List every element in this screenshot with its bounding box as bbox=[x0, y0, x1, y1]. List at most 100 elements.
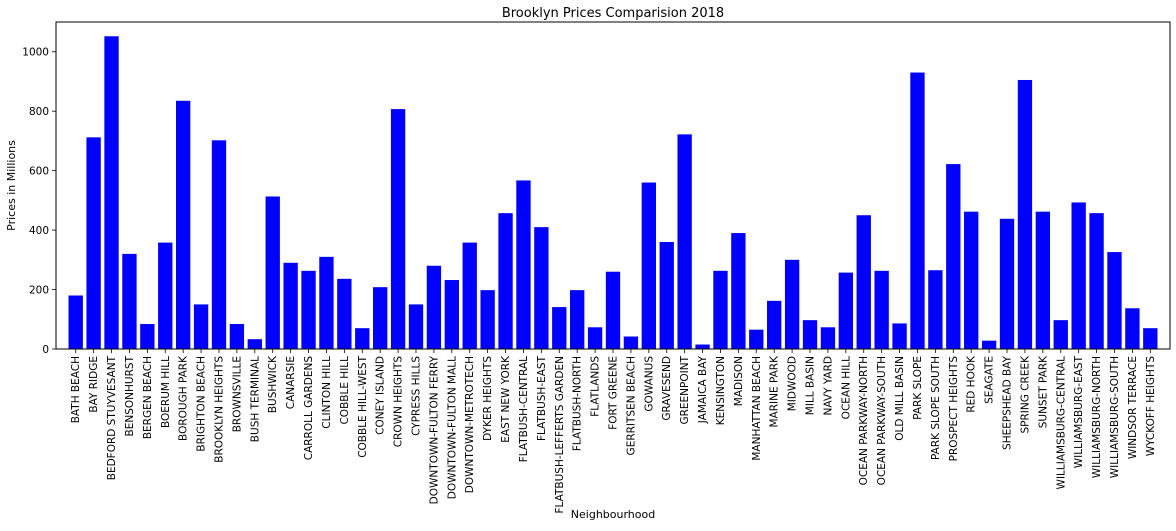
x-tick-label: SPRING CREEK bbox=[1019, 355, 1031, 434]
x-tick-label: FORT GREENE bbox=[608, 356, 620, 430]
x-tick-label: CARROLL GARDENS bbox=[303, 356, 315, 461]
bar bbox=[1017, 79, 1033, 349]
bar bbox=[964, 211, 979, 349]
bar bbox=[677, 134, 692, 349]
x-tick-label: CYPRESS HILLS bbox=[410, 356, 422, 436]
x-tick-label: PARK SLOPE bbox=[912, 356, 924, 420]
x-tick-label: DYKER HEIGHTS bbox=[482, 356, 494, 441]
bar bbox=[1125, 308, 1140, 349]
x-tick-label: CONEY ISLAND bbox=[375, 356, 387, 435]
x-tick-label: BERGEN BEACH bbox=[142, 356, 154, 439]
x-tick-label: COBBLE HILL bbox=[339, 356, 351, 425]
x-axis-label: Neighbourhood bbox=[571, 508, 655, 521]
bar bbox=[265, 196, 280, 349]
x-tick-label: SUNSET PARK bbox=[1037, 355, 1049, 428]
x-tick-label: KENSINGTON bbox=[715, 356, 727, 425]
bar bbox=[731, 233, 746, 349]
x-tick-label: CROWN HEIGHTS bbox=[393, 356, 405, 448]
bar bbox=[408, 304, 424, 349]
x-tick-label: BROWNSVILLE bbox=[231, 356, 243, 432]
bar bbox=[695, 344, 710, 349]
x-tick-label: FLATBUSH-CENTRAL bbox=[518, 356, 530, 462]
bar bbox=[838, 272, 853, 349]
x-tick-label: SEAGATE bbox=[984, 356, 996, 404]
x-tick-label: FLATBUSH-NORTH bbox=[572, 356, 584, 451]
bar bbox=[856, 215, 871, 349]
x-tick-label: PROSPECT HEIGHTS bbox=[948, 356, 960, 462]
bar bbox=[820, 327, 836, 349]
x-tick-label: BENSONHURST bbox=[124, 355, 136, 436]
bar bbox=[373, 287, 388, 349]
x-tick-label: SHEEPSHEAD BAY bbox=[1002, 355, 1014, 450]
x-tick-label: BOERUM HILL bbox=[160, 356, 172, 428]
bar bbox=[337, 278, 352, 349]
bar bbox=[193, 304, 209, 349]
bar bbox=[516, 180, 531, 349]
x-tick-label: WILLIAMSBURG-CENTRAL bbox=[1055, 356, 1067, 490]
x-tick-label: OLD MILL BASIN bbox=[894, 356, 906, 441]
chart-title: Brooklyn Prices Comparision 2018 bbox=[502, 6, 724, 21]
bar bbox=[999, 218, 1015, 349]
x-tick-label: PARK SLOPE SOUTH bbox=[930, 356, 942, 460]
x-axis-ticks: BATH BEACH BAY RIDGE BEDFORD STUYVESANT BEN… bbox=[70, 349, 1157, 514]
x-tick-label: BEDFORD STUYVESANT bbox=[106, 355, 118, 480]
x-tick-label: FLATBUSH-LEFFERTS GARDEN bbox=[554, 356, 566, 514]
bar bbox=[946, 164, 961, 349]
x-tick-label: MILL BASIN bbox=[805, 356, 817, 415]
x-tick-label: BRIGHTON BEACH bbox=[196, 356, 208, 452]
bar bbox=[462, 242, 477, 349]
y-tick-label: 800 bbox=[29, 106, 49, 118]
x-tick-label: RED HOOK bbox=[966, 355, 978, 413]
bar bbox=[176, 100, 191, 349]
bar bbox=[390, 109, 406, 349]
x-tick-label: EAST NEW YORK bbox=[500, 355, 512, 443]
y-tick-label: 600 bbox=[29, 166, 49, 178]
bar bbox=[444, 280, 459, 349]
bar bbox=[426, 265, 442, 349]
bar bbox=[1071, 202, 1086, 349]
bar bbox=[86, 137, 101, 349]
x-tick-label: BROOKLYN HEIGHTS bbox=[213, 356, 225, 463]
bar bbox=[247, 339, 262, 349]
bar bbox=[784, 259, 800, 349]
x-tick-label: BAY RIDGE bbox=[88, 356, 100, 413]
x-tick-label: OCEAN HILL bbox=[840, 356, 852, 419]
bar bbox=[355, 328, 370, 349]
x-tick-label: BUSHWICK bbox=[267, 355, 279, 413]
x-tick-label: NAVY YARD bbox=[822, 356, 834, 415]
x-tick-label: CLINTON HILL bbox=[321, 356, 333, 429]
bar bbox=[1035, 211, 1051, 349]
x-tick-label: GREENPOINT bbox=[679, 355, 691, 424]
x-tick-label: MIDWOOD bbox=[787, 356, 799, 411]
x-tick-label: WILLIAMSBURG-NORTH bbox=[1091, 356, 1103, 478]
y-tick-label: 0 bbox=[42, 344, 49, 356]
bar bbox=[981, 340, 997, 349]
x-tick-label: BATH BEACH bbox=[70, 356, 82, 423]
bar bbox=[552, 307, 567, 349]
x-tick-label: FLATLANDS bbox=[590, 356, 602, 417]
bar bbox=[319, 256, 334, 349]
x-tick-label: JAMAICA BAY bbox=[697, 355, 709, 424]
bar bbox=[749, 329, 764, 349]
bar bbox=[570, 290, 585, 349]
x-tick-label: OCEAN PARKWAY-SOUTH bbox=[876, 356, 888, 485]
x-tick-label: FLATBUSH-EAST bbox=[536, 355, 548, 441]
bar bbox=[1143, 328, 1158, 349]
x-tick-label: BOROUGH PARK bbox=[178, 355, 190, 441]
bar bbox=[480, 290, 495, 349]
x-tick-label: GRAVESEND bbox=[661, 356, 673, 421]
bar bbox=[767, 300, 782, 349]
x-tick-label: GERRITSEN BEACH bbox=[625, 356, 637, 455]
bar bbox=[587, 327, 603, 349]
y-tick-label: 1000 bbox=[22, 47, 49, 59]
y-axis-label: Prices in Millions bbox=[5, 140, 18, 231]
x-tick-label: WILLIAMSBURG-EAST bbox=[1073, 355, 1085, 468]
bar bbox=[534, 227, 549, 349]
bar bbox=[498, 213, 513, 349]
x-tick-label: MARINE PARK bbox=[769, 355, 781, 428]
x-tick-label: OCEAN PARKWAY-NORTH bbox=[858, 356, 870, 485]
bar bbox=[122, 253, 137, 349]
bar bbox=[68, 295, 83, 349]
x-tick-label: COBBLE HILL-WEST bbox=[357, 355, 369, 457]
